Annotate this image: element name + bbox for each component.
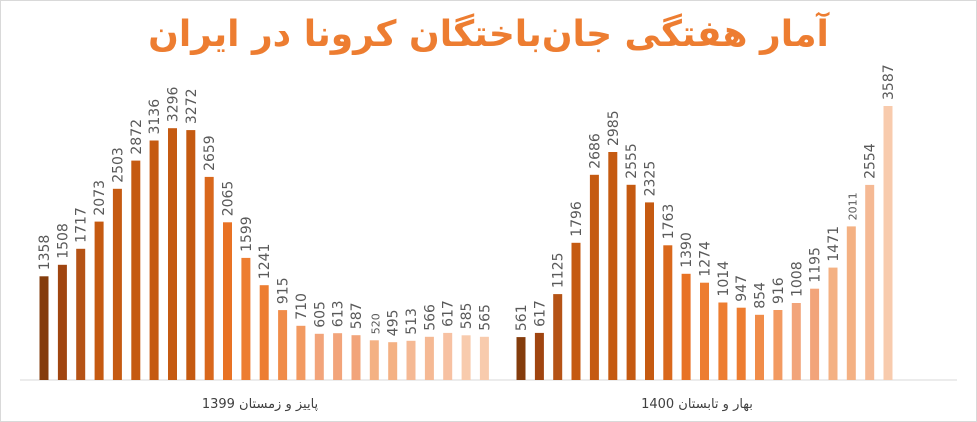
data-label-spring-summer-17: 1195 <box>808 247 824 283</box>
data-label-fall-winter-22: 566 <box>422 304 438 331</box>
data-label-fall-winter-9: 3272 <box>184 88 200 124</box>
bar-fall-winter-18 <box>351 335 361 380</box>
bar-spring-summer-1 <box>516 337 526 380</box>
data-label-spring-summer-2: 617 <box>532 300 548 327</box>
bar-fall-winter-10 <box>204 176 214 380</box>
data-label-fall-winter-20: 495 <box>386 309 402 336</box>
data-label-spring-summer-5: 2686 <box>587 133 603 169</box>
bar-spring-summer-20 <box>865 184 875 380</box>
data-label-spring-summer-12: 1014 <box>716 261 732 297</box>
bar-spring-summer-15 <box>773 310 783 380</box>
bar-fall-winter-9 <box>186 130 196 380</box>
data-label-fall-winter-16: 605 <box>312 301 328 328</box>
data-label-spring-summer-13: 947 <box>734 275 750 302</box>
bar-fall-winter-12 <box>241 257 251 380</box>
data-label-spring-summer-3: 1125 <box>551 252 567 288</box>
data-label-fall-winter-1: 1358 <box>37 235 53 271</box>
data-label-spring-summer-18: 1471 <box>826 226 842 262</box>
bar-spring-summer-13 <box>736 307 746 380</box>
bar-fall-winter-3 <box>76 248 86 380</box>
data-label-fall-winter-21: 513 <box>404 308 420 335</box>
bar-spring-summer-4 <box>571 242 581 380</box>
bar-fall-winter-6 <box>131 160 141 380</box>
data-label-fall-winter-14: 915 <box>276 277 292 304</box>
bar-spring-summer-7 <box>626 184 636 380</box>
bar-fall-winter-1 <box>39 276 49 380</box>
data-label-spring-summer-8: 2325 <box>643 161 659 197</box>
bar-fall-winter-17 <box>333 333 343 380</box>
data-label-spring-summer-19: 2011 <box>846 192 859 220</box>
data-label-spring-summer-7: 2555 <box>624 143 640 179</box>
data-label-spring-summer-1: 561 <box>514 304 530 331</box>
data-label-fall-winter-11: 2065 <box>221 181 237 217</box>
data-label-fall-winter-5: 2503 <box>110 147 126 183</box>
bar-fall-winter-13 <box>259 285 269 380</box>
data-label-fall-winter-18: 587 <box>349 302 365 329</box>
group-label-fall-winter: پاییز و زمستان 1399 <box>202 397 319 412</box>
data-label-fall-winter-23: 617 <box>441 300 457 327</box>
bar-spring-summer-2 <box>534 332 544 380</box>
bar-fall-winter-15 <box>296 325 306 380</box>
bar-fall-winter-11 <box>223 222 232 380</box>
data-label-spring-summer-16: 1008 <box>789 261 805 297</box>
data-label-fall-winter-8: 3296 <box>166 86 182 122</box>
bar-fall-winter-8 <box>168 128 177 380</box>
data-label-fall-winter-15: 710 <box>294 293 310 320</box>
bar-spring-summer-17 <box>810 288 820 380</box>
bar-spring-summer-14 <box>755 314 764 380</box>
bar-fall-winter-7 <box>149 140 159 380</box>
data-label-fall-winter-6: 2872 <box>129 119 145 155</box>
bar-fall-winter-24 <box>461 335 471 380</box>
bar-fall-winter-5 <box>112 188 122 380</box>
bar-spring-summer-8 <box>645 202 654 380</box>
bar-spring-summer-19 <box>846 226 856 380</box>
bar-spring-summer-16 <box>791 303 801 380</box>
data-label-fall-winter-3: 1717 <box>74 207 90 243</box>
data-label-fall-winter-17: 613 <box>331 300 347 327</box>
bar-spring-summer-11 <box>700 282 709 380</box>
data-label-spring-summer-9: 1763 <box>661 204 677 240</box>
data-label-spring-summer-14: 854 <box>753 282 769 309</box>
data-label-spring-summer-10: 1390 <box>679 232 695 268</box>
data-label-fall-winter-19: 520 <box>369 313 382 334</box>
bar-spring-summer-21 <box>883 106 893 380</box>
data-label-fall-winter-25: 565 <box>477 304 493 331</box>
bar-spring-summer-18 <box>828 267 838 380</box>
data-label-spring-summer-4: 1796 <box>569 201 585 237</box>
bar-fall-winter-22 <box>424 336 434 380</box>
chart-title: آمار هفتگی جان‌باختگان کرونا در ایران <box>148 14 829 55</box>
bar-spring-summer-3 <box>553 294 563 380</box>
bar-fall-winter-20 <box>388 342 398 380</box>
data-label-fall-winter-10: 2659 <box>202 135 218 171</box>
data-label-fall-winter-13: 1241 <box>257 244 273 280</box>
data-label-spring-summer-20: 2554 <box>863 143 879 179</box>
bar-fall-winter-14 <box>278 310 288 380</box>
group-label-spring-summer: بهار و تابستان 1400 <box>641 397 753 412</box>
data-label-fall-winter-24: 585 <box>459 303 475 330</box>
bar-spring-summer-9 <box>663 245 673 380</box>
bar-fall-winter-19 <box>369 340 379 380</box>
data-label-spring-summer-6: 2985 <box>606 110 622 146</box>
bar-spring-summer-5 <box>589 174 599 380</box>
bar-fall-winter-21 <box>406 340 416 380</box>
data-label-fall-winter-4: 2073 <box>92 180 108 216</box>
bar-spring-summer-6 <box>608 152 618 380</box>
bar-fall-winter-16 <box>314 333 324 380</box>
data-label-fall-winter-12: 1599 <box>239 216 255 252</box>
data-label-fall-winter-7: 3136 <box>147 99 163 135</box>
bar-spring-summer-10 <box>681 273 691 380</box>
data-label-spring-summer-21: 3587 <box>881 64 897 100</box>
data-label-spring-summer-11: 1274 <box>698 241 714 277</box>
data-label-spring-summer-15: 916 <box>771 277 787 304</box>
bar-fall-winter-25 <box>479 336 489 380</box>
bar-fall-winter-23 <box>443 332 453 380</box>
bar-fall-winter-4 <box>94 221 104 380</box>
bar-fall-winter-2 <box>57 264 67 380</box>
data-label-fall-winter-2: 1508 <box>55 223 71 259</box>
bar-spring-summer-12 <box>718 302 728 380</box>
